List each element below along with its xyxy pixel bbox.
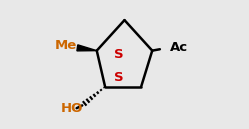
Text: S: S [114, 71, 124, 84]
Polygon shape [77, 45, 97, 51]
Text: Ac: Ac [170, 41, 188, 54]
Text: HO: HO [61, 102, 83, 115]
Text: Me: Me [54, 39, 77, 52]
Text: S: S [114, 48, 124, 61]
